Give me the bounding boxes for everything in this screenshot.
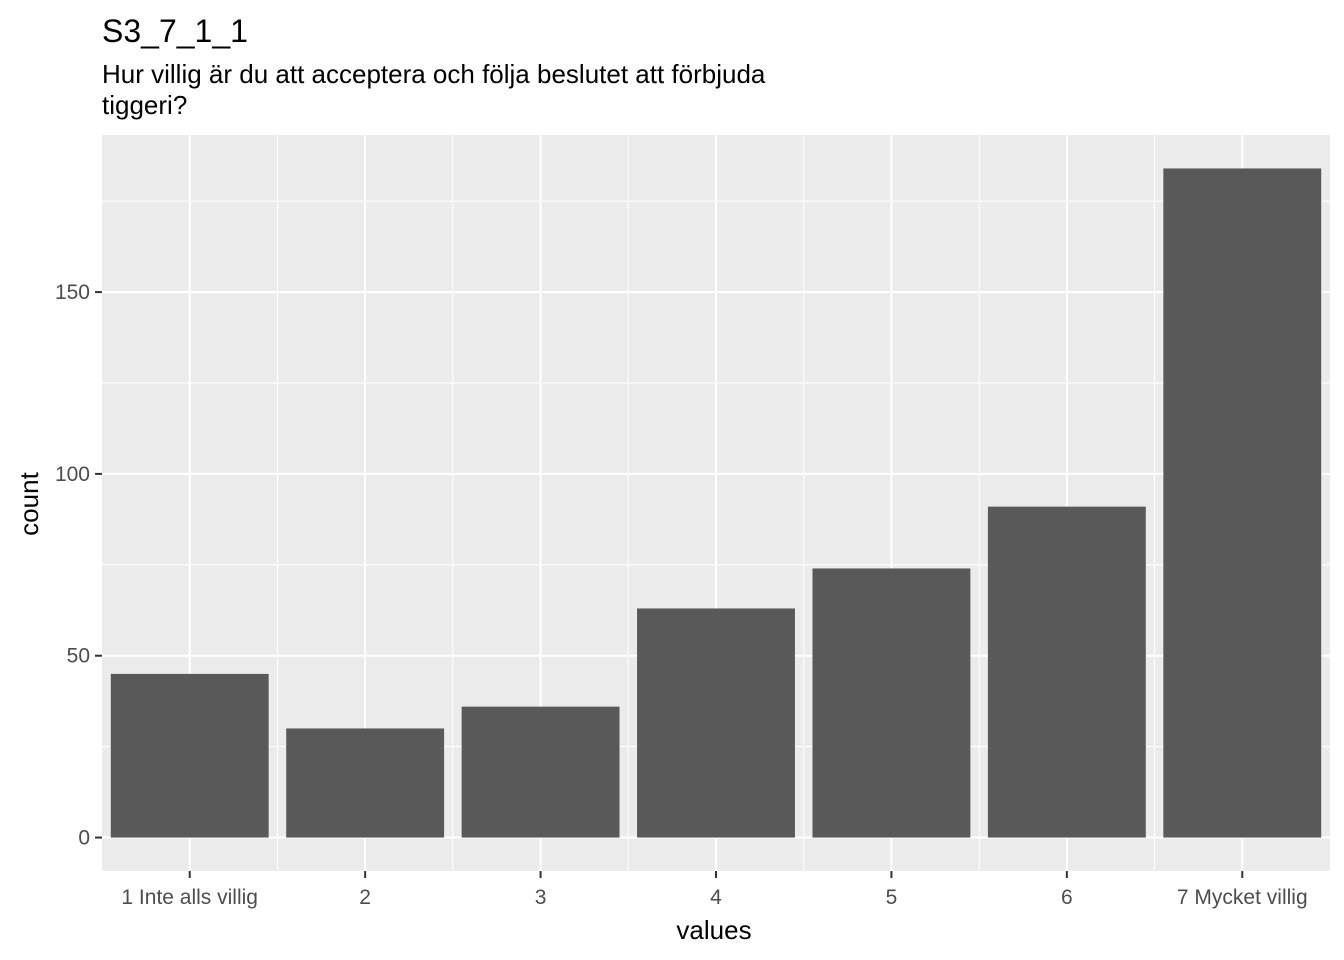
x-tick-label: 1 Inte alls villig bbox=[121, 886, 258, 909]
bar bbox=[987, 506, 1146, 838]
bars bbox=[110, 168, 1322, 838]
chart-subtitle-line-2: tiggeri? bbox=[102, 90, 187, 120]
x-tick-label: 2 bbox=[359, 886, 371, 909]
x-axis-title: values bbox=[676, 915, 751, 945]
bar bbox=[812, 568, 971, 838]
x-tick-label: 5 bbox=[886, 886, 898, 909]
y-axis-title: count bbox=[14, 471, 44, 535]
bar bbox=[1163, 168, 1322, 838]
y-tick-label: 50 bbox=[67, 645, 90, 668]
x-tick-label: 4 bbox=[710, 886, 722, 909]
bar bbox=[637, 608, 795, 838]
y-tick-label: 0 bbox=[78, 827, 90, 850]
chart-title: S3_7_1_1 bbox=[102, 13, 248, 49]
x-tick-label: 7 Mycket villig bbox=[1177, 886, 1308, 909]
chart-subtitle-line-1: Hur villig är du att acceptera och följa… bbox=[102, 59, 766, 89]
x-axis: 1 Inte alls villig 2 3 4 5 6 7 Mycket villig bbox=[121, 871, 1308, 909]
x-tick-label: 3 bbox=[535, 886, 547, 909]
bar bbox=[286, 728, 445, 838]
bar bbox=[461, 706, 620, 838]
x-tick-label: 6 bbox=[1061, 886, 1073, 909]
y-tick-label: 100 bbox=[55, 463, 90, 486]
bar bbox=[110, 673, 269, 838]
y-axis: 0 50 100 150 bbox=[55, 281, 102, 850]
y-tick-label: 150 bbox=[55, 281, 90, 304]
